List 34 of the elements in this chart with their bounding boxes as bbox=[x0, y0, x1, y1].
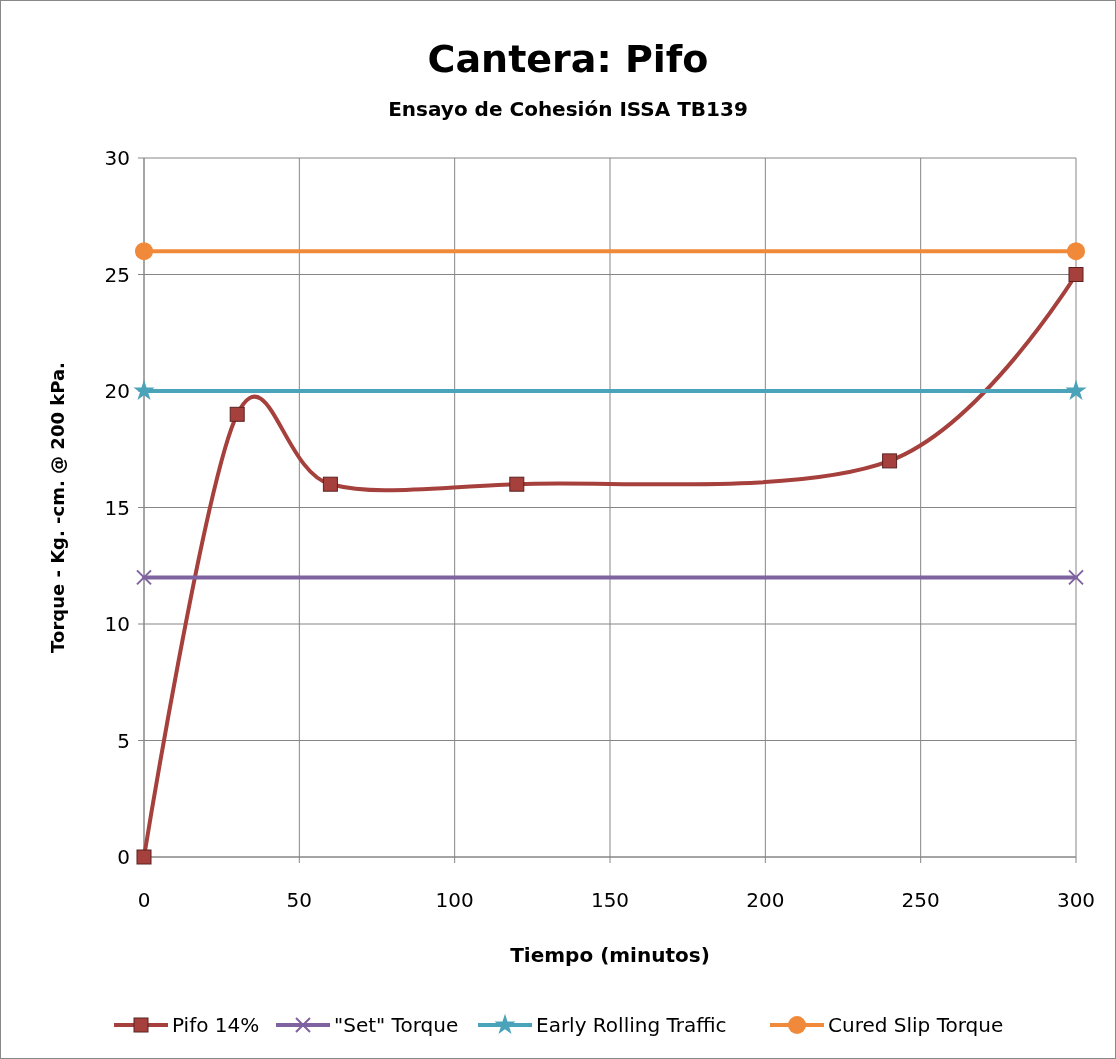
x-tick-label: 150 bbox=[590, 888, 630, 912]
y-tick-label: 15 bbox=[104, 495, 130, 520]
y-tick-label: 30 bbox=[104, 146, 130, 170]
point bbox=[229, 406, 245, 422]
y-tick-label: 20 bbox=[104, 379, 130, 403]
point bbox=[133, 379, 155, 401]
y-tick-label: 25 bbox=[104, 262, 130, 287]
point bbox=[136, 569, 152, 586]
legend-label: Cured Slip Torque bbox=[828, 1013, 1004, 1037]
point bbox=[136, 849, 152, 865]
y-axis-title: Torque - Kg. -cm. @ 200 kPa. bbox=[47, 362, 68, 653]
x-tick-label: 300 bbox=[1056, 888, 1096, 912]
point bbox=[135, 242, 153, 261]
point bbox=[882, 453, 898, 469]
point bbox=[1067, 242, 1085, 261]
chart-title: Cantera: Pifo bbox=[427, 37, 709, 81]
x-tick-label: 100 bbox=[435, 888, 474, 912]
y-tick-label: 10 bbox=[104, 612, 130, 636]
y-tick-label: 0 bbox=[117, 845, 130, 869]
y-tick-label: 5 bbox=[117, 728, 130, 753]
point bbox=[509, 476, 525, 492]
chart-subtitle: Ensayo de Cohesión ISSA TB139 bbox=[388, 97, 748, 121]
point bbox=[1065, 379, 1087, 401]
x-tick-label: 200 bbox=[746, 888, 785, 912]
x-tick-label: 250 bbox=[901, 888, 940, 912]
x-tick-label: 50 bbox=[286, 888, 313, 912]
x-axis-title: Tiempo (minutos) bbox=[510, 943, 710, 967]
legend-label: Early Rolling Traffic bbox=[536, 1013, 727, 1037]
point bbox=[1068, 267, 1084, 282]
x-tick-label: 0 bbox=[137, 888, 151, 912]
legend-label: Pifo 14% bbox=[172, 1013, 260, 1037]
legend-label: "Set" Torque bbox=[334, 1013, 459, 1037]
point bbox=[322, 476, 338, 492]
point bbox=[1068, 569, 1084, 586]
